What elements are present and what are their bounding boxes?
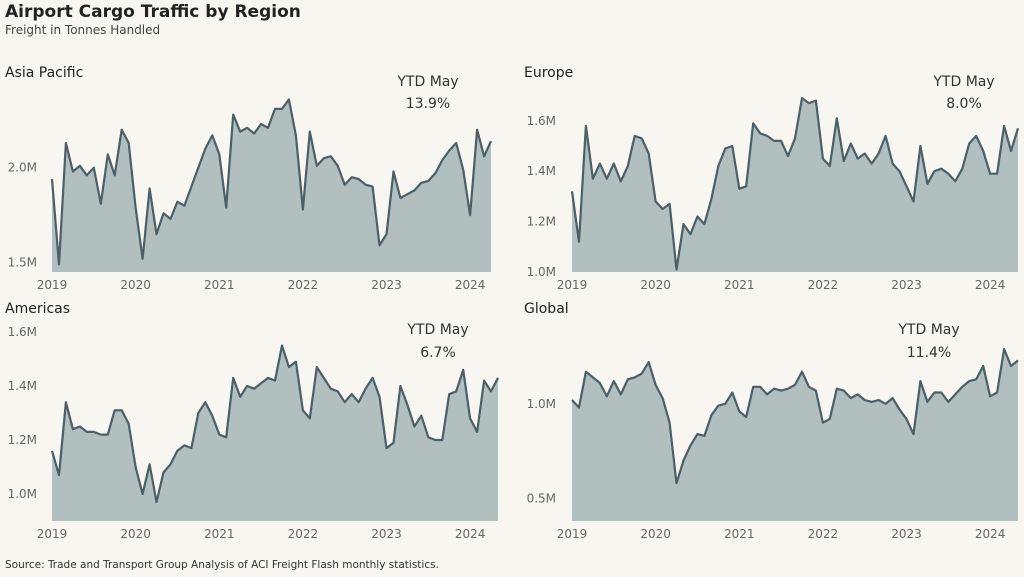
- europe-x-tick-label: 2023: [891, 278, 922, 292]
- global-x-tick-label: 2024: [975, 527, 1006, 541]
- asia-pacific-series-line: [50, 98, 493, 266]
- europe-x-tick-label: 2022: [808, 278, 839, 292]
- global-x-tick-label: 2019: [557, 527, 588, 541]
- europe-y-tick-label: 1.4M: [527, 164, 556, 178]
- chart-subtitle: Freight in Tonnes Handled: [5, 23, 161, 37]
- asia-pacific-y-tick-label: 2.0M: [8, 161, 37, 175]
- europe-ytd-value: 8.0%: [946, 96, 982, 112]
- global-x-tick-label: 2023: [891, 527, 922, 541]
- global-ytd-label: YTD May: [897, 322, 959, 338]
- global-area-fill: [572, 349, 1018, 521]
- americas-x-tick-label: 2021: [204, 527, 235, 541]
- global-ytd-value: 11.4%: [907, 345, 951, 361]
- americas-y-tick-label: 1.6M: [8, 325, 37, 339]
- asia-pacific-x-tick-label: 2021: [204, 278, 235, 292]
- europe-y-tick-label: 1.2M: [527, 215, 556, 229]
- asia-pacific-ytd-label: YTD May: [396, 74, 458, 90]
- global-y-tick-label: 1.0M: [527, 397, 556, 411]
- global-x-tick-label: 2021: [724, 527, 755, 541]
- global-x-tick-label: 2020: [640, 527, 671, 541]
- source-note: Source: Trade and Transport Group Analys…: [5, 559, 439, 571]
- asia-pacific-area-fill: [52, 99, 491, 273]
- americas-x-tick-label: 2023: [371, 527, 402, 541]
- europe-y-tick-label: 1.6M: [527, 114, 556, 128]
- europe-x-tick-label: 2024: [975, 278, 1006, 292]
- europe-panel-title: Europe: [524, 65, 573, 81]
- europe-x-tick-label: 2020: [640, 278, 671, 292]
- asia-pacific-x-tick-label: 2020: [120, 278, 151, 292]
- asia-pacific-y-tick-label: 1.5M: [8, 256, 37, 270]
- europe-ytd-label: YTD May: [932, 74, 994, 90]
- asia-pacific-panel-title: Asia Pacific: [5, 65, 83, 81]
- asia-pacific-x-tick-label: 2024: [455, 278, 486, 292]
- europe-x-tick-label: 2019: [557, 278, 588, 292]
- europe-area-fill: [572, 98, 1018, 272]
- americas-y-tick-label: 1.4M: [8, 379, 37, 393]
- americas-x-tick-label: 2020: [120, 527, 151, 541]
- asia-pacific-x-tick-label: 2022: [288, 278, 319, 292]
- europe-series-line: [570, 97, 1020, 271]
- americas-ytd-value: 6.7%: [420, 345, 456, 361]
- americas-y-tick-label: 1.0M: [8, 487, 37, 501]
- asia-pacific-x-tick-label: 2019: [37, 278, 68, 292]
- americas-y-tick-label: 1.2M: [8, 433, 37, 447]
- americas-ytd-label: YTD May: [406, 322, 468, 338]
- global-x-tick-label: 2022: [808, 527, 839, 541]
- asia-pacific-x-tick-label: 2023: [371, 278, 402, 292]
- asia-pacific-ytd-value: 13.9%: [406, 96, 450, 112]
- chart-title: Airport Cargo Traffic by Region: [5, 2, 301, 22]
- americas-x-tick-label: 2022: [288, 527, 319, 541]
- global-series-line: [571, 347, 1019, 485]
- americas-series-line: [50, 344, 499, 504]
- global-y-tick-label: 0.5M: [527, 491, 556, 505]
- americas-area-fill: [52, 345, 498, 521]
- europe-x-tick-label: 2021: [724, 278, 755, 292]
- americas-panel-title: Americas: [5, 301, 70, 317]
- americas-x-tick-label: 2024: [455, 527, 486, 541]
- europe-y-tick-label: 1.0M: [527, 265, 556, 279]
- americas-x-tick-label: 2019: [37, 527, 68, 541]
- global-panel-title: Global: [524, 301, 569, 317]
